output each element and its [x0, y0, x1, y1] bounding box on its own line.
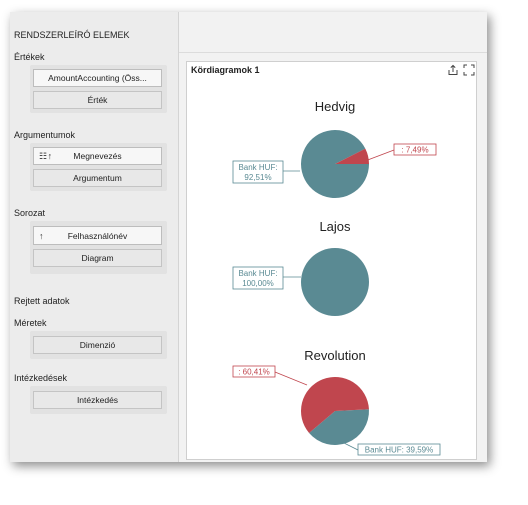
export-icon[interactable]: [447, 64, 459, 76]
pie-slice[interactable]: [301, 248, 369, 316]
designer-window: RENDSZERLEÍRÓ ELEMEK Értékek AmountAccou…: [10, 12, 487, 462]
label-box: [393, 143, 437, 156]
sidebar-divider: [178, 12, 179, 462]
series-placeholder[interactable]: Diagram: [33, 249, 162, 267]
label-box: [232, 266, 284, 290]
slice-label: Bank HUF: 39,59%: [365, 446, 433, 455]
hierarchy-sort-icon: ☷ ↑: [39, 150, 52, 161]
values-group: AmountAccounting (Öss... Érték: [30, 65, 167, 113]
dimension-placeholder[interactable]: Dimenzió: [33, 336, 162, 354]
data-items-sidebar: RENDSZERLEÍRÓ ELEMEK Értékek AmountAccou…: [10, 12, 178, 462]
label-leader-line: [274, 371, 308, 386]
slice-percent: 100,00%: [242, 279, 274, 288]
dashboard-surface: Kördiagramok 1 Hedvig Bank HUF: 92,51%: 7,…: [179, 12, 487, 462]
pie-charts-panel: Kördiagramok 1 Hedvig Bank HUF: 92,51%: 7,…: [186, 61, 477, 460]
pie-slice[interactable]: [335, 148, 369, 164]
pie-slice[interactable]: [301, 377, 369, 434]
arguments-section-label: Argumentumok: [14, 130, 76, 140]
series-group: ↑ Felhasználónév Diagram: [30, 221, 167, 274]
sort-arrow-icon: ↑: [39, 230, 43, 241]
value-item-amountaccounting[interactable]: AmountAccounting (Öss...: [33, 69, 162, 87]
label-leader-line: [364, 149, 395, 162]
arguments-group: ☷ ↑ Megnevezés Argumentum: [30, 143, 167, 191]
label-box: [357, 443, 441, 456]
slice-label: : 7,49%: [401, 146, 428, 155]
pie-slice[interactable]: [300, 130, 369, 198]
slice-label: Bank HUF:: [238, 269, 277, 278]
dimensions-section-label: Méretek: [14, 318, 47, 328]
argument-placeholder[interactable]: Argumentum: [33, 169, 162, 187]
chart-title: Hedvig: [315, 99, 355, 114]
value-placeholder[interactable]: Érték: [33, 91, 162, 109]
series-item-felhasznalonev[interactable]: ↑ Felhasználónév: [33, 226, 162, 245]
chart-title: Lajos: [319, 219, 351, 234]
argument-item-label: Megnevezés: [73, 151, 122, 161]
label-box: [232, 365, 276, 378]
dashboard-top-area: [179, 12, 487, 53]
measures-group: Intézkedés: [30, 386, 167, 414]
series-section-label: Sorozat: [14, 208, 46, 218]
argument-item-megnevezes[interactable]: ☷ ↑ Megnevezés: [33, 147, 162, 165]
slice-percent: 92,51%: [244, 173, 271, 182]
slice-label: : 60,41%: [238, 368, 270, 377]
label-leader-line: [341, 441, 359, 451]
values-section-label: Értékek: [14, 52, 45, 62]
hidden-data-section-label: Rejtett adatok: [14, 296, 70, 306]
chart-title: Revolution: [304, 348, 365, 363]
pie-slice[interactable]: [309, 409, 369, 445]
measures-section-label: Intézkedések: [14, 373, 68, 383]
measure-placeholder[interactable]: Intézkedés: [33, 391, 162, 409]
maximize-icon[interactable]: [463, 64, 475, 76]
sidebar-title: RENDSZERLEÍRÓ ELEMEK: [14, 30, 130, 40]
dimensions-group: Dimenzió: [30, 331, 167, 359]
series-item-label: Felhasználónév: [67, 230, 128, 241]
slice-label: Bank HUF:: [238, 163, 277, 172]
label-box: [232, 160, 284, 184]
panel-title: Kördiagramok 1: [191, 65, 260, 75]
